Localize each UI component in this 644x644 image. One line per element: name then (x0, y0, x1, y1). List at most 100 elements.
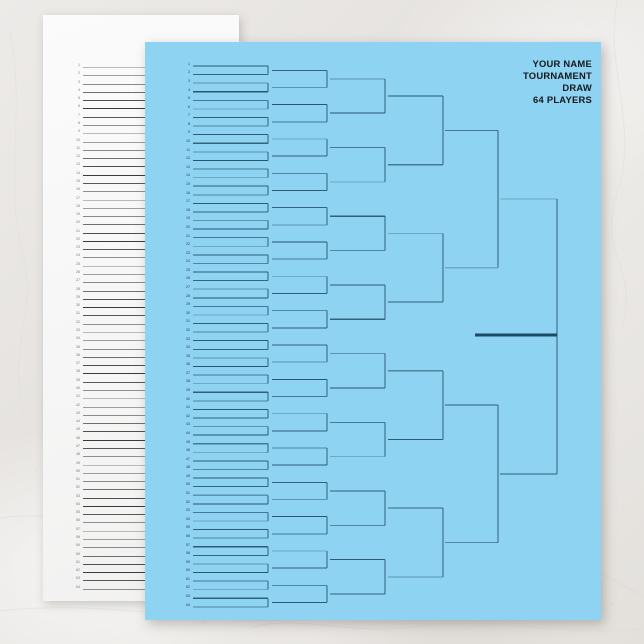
player-slot-number: 9 (188, 130, 190, 135)
roster-line-number: 4 (78, 87, 80, 92)
player-slot-number: 1 (188, 61, 190, 66)
roster-line-number: 17 (76, 195, 80, 200)
roster-line-number: 28 (76, 286, 80, 291)
roster-line-number: 3 (78, 79, 80, 84)
player-slot-number: 42 (186, 413, 190, 418)
player-slot-number: 2 (188, 70, 190, 75)
player-slot-number: 30 (186, 310, 190, 315)
player-slot-number: 61 (186, 576, 190, 581)
roster-line-number: 37 (76, 361, 80, 366)
player-slot-number: 27 (186, 285, 190, 289)
roster-line-number: 45 (76, 427, 80, 432)
player-slot-number: 8 (188, 121, 190, 126)
player-slot-number: 22 (186, 242, 190, 247)
roster-line-number: 33 (76, 328, 80, 332)
player-slot-number: 12 (186, 156, 190, 161)
roster-line-number: 60 (76, 551, 80, 556)
player-slot-number: 44 (186, 430, 190, 435)
player-slot-number: 64 (186, 602, 190, 607)
roster-line-number: 12 (76, 154, 80, 159)
roster-line-number: 31 (76, 311, 80, 316)
player-slot-number: 11 (186, 147, 190, 152)
player-slot-number: 50 (186, 482, 190, 487)
roster-line-number: 2 (78, 71, 80, 76)
roster-line-number: 44 (76, 419, 80, 424)
player-slot-number: 52 (186, 499, 190, 504)
roster-line-number: 59 (76, 543, 80, 548)
roster-line-number: 48 (76, 452, 80, 457)
roster-line-number: 1 (78, 63, 80, 67)
roster-line-number: 19 (76, 212, 80, 217)
roster-line-number: 10 (76, 137, 80, 142)
player-slot-number: 15 (186, 181, 190, 186)
player-slot-number: 41 (186, 405, 190, 410)
roster-line-number: 55 (76, 510, 80, 515)
roster-line-number: 14 (76, 170, 80, 175)
roster-line-number: 61 (76, 559, 80, 564)
player-slot-number: 21 (186, 233, 190, 238)
roster-line-number: 27 (76, 278, 80, 283)
roster-line-number: 51 (76, 477, 80, 482)
roster-line-number: 39 (76, 377, 80, 382)
roster-line-number: 53 (76, 493, 80, 498)
roster-line-number: 34 (76, 336, 80, 341)
roster-line-number: 5 (78, 96, 80, 101)
title-line-4: 64 PLAYERS (533, 94, 592, 106)
roster-line-number: 29 (76, 294, 80, 299)
player-slot-number: 58 (186, 551, 190, 556)
roster-line-number: 13 (76, 162, 80, 167)
player-slot-number: 37 (186, 370, 190, 375)
player-slot-number: 35 (186, 353, 190, 358)
player-slot-number: 60 (186, 568, 190, 573)
roster-line-number: 18 (76, 203, 80, 208)
roster-line-number: 20 (76, 220, 80, 225)
roster-line-number: 64 (76, 584, 80, 589)
player-slot-number: 51 (186, 491, 190, 496)
roster-line-number: 42 (76, 402, 80, 407)
player-slot-number: 29 (186, 302, 190, 307)
player-slot-number: 34 (186, 345, 190, 350)
player-slot-number: 63 (186, 594, 190, 599)
roster-line-number: 22 (76, 236, 80, 241)
roster-line-number: 63 (76, 576, 80, 581)
player-slot-number: 31 (186, 319, 190, 324)
roster-line-number: 32 (76, 319, 80, 324)
player-slot-number: 38 (186, 379, 190, 384)
roster-line-number: 11 (76, 145, 80, 150)
player-slot-number: 45 (186, 439, 190, 444)
title-line-2: TOURNAMENT (523, 70, 592, 82)
player-slot-number: 48 (186, 465, 190, 470)
player-slot-number: 59 (186, 559, 190, 564)
player-slot-number: 54 (186, 516, 190, 521)
player-slot-number: 57 (186, 542, 190, 547)
roster-line-number: 15 (76, 178, 80, 183)
roster-line-number: 8 (78, 120, 80, 125)
roster-line-number: 58 (76, 535, 80, 540)
player-slot-number: 62 (186, 585, 190, 590)
roster-line-number: 25 (76, 261, 80, 266)
player-slot-number: 20 (186, 224, 190, 229)
roster-line-number: 40 (76, 385, 80, 390)
roster-line-number: 47 (76, 443, 80, 448)
player-slot-number: 18 (186, 207, 190, 212)
roster-line-number: 38 (76, 369, 80, 374)
roster-line-number: 9 (78, 129, 80, 134)
player-slot-number: 16 (186, 190, 190, 195)
player-slot-number: 13 (186, 164, 190, 169)
roster-line-number: 30 (76, 303, 80, 308)
roster-line-number: 36 (76, 352, 80, 357)
player-slot-number: 23 (186, 250, 190, 255)
roster-line-number: 7 (78, 112, 80, 117)
roster-line-number: 6 (78, 104, 80, 109)
roster-line-number: 35 (76, 344, 80, 349)
roster-line-number: 62 (76, 568, 80, 573)
player-slot-number: 24 (186, 259, 190, 264)
roster-line-number: 26 (76, 270, 80, 275)
tournament-bracket-diagram[interactable] (145, 42, 601, 620)
player-slot-number: 19 (186, 216, 190, 221)
player-slot-number: 40 (186, 396, 190, 401)
roster-line-number: 16 (76, 187, 80, 192)
player-slot-number: 5 (188, 96, 190, 101)
